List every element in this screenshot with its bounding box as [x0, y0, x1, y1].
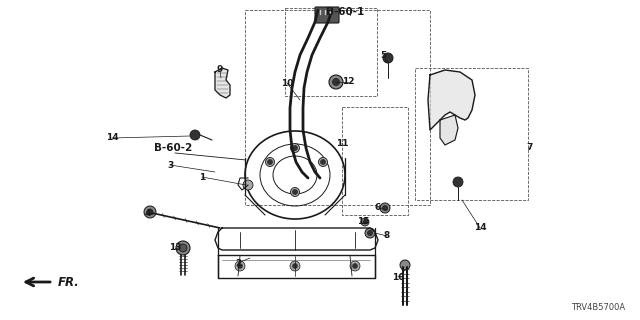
Bar	[415, 68, 528, 200]
Circle shape	[367, 230, 372, 236]
Circle shape	[380, 203, 390, 213]
Text: B-60-2: B-60-2	[154, 143, 192, 153]
Text: TRV4B5700A: TRV4B5700A	[571, 303, 625, 312]
Circle shape	[319, 157, 328, 166]
Polygon shape	[215, 68, 230, 98]
Polygon shape	[428, 70, 475, 130]
Circle shape	[176, 241, 190, 255]
Circle shape	[290, 261, 300, 271]
Circle shape	[350, 261, 360, 271]
Circle shape	[144, 206, 156, 218]
Text: 6: 6	[375, 204, 381, 212]
Text: 12: 12	[342, 77, 355, 86]
Circle shape	[147, 209, 153, 215]
Circle shape	[292, 146, 298, 150]
Text: 11: 11	[336, 139, 348, 148]
Bar	[285, 8, 377, 96]
Circle shape	[353, 263, 358, 268]
Bar	[342, 107, 408, 215]
Text: 13: 13	[169, 244, 181, 252]
Text: B-60-1: B-60-1	[326, 7, 364, 17]
Circle shape	[383, 205, 387, 211]
Circle shape	[292, 263, 298, 268]
Text: 16: 16	[392, 273, 404, 282]
Circle shape	[268, 159, 273, 164]
Text: 14: 14	[106, 133, 118, 142]
Circle shape	[383, 53, 393, 63]
Circle shape	[363, 220, 367, 224]
Text: 8: 8	[384, 231, 390, 241]
Text: 5: 5	[380, 51, 386, 60]
Circle shape	[292, 189, 298, 195]
Text: FR.: FR.	[58, 276, 80, 289]
Text: 10: 10	[281, 78, 293, 87]
Text: 2: 2	[235, 259, 241, 268]
Circle shape	[179, 244, 187, 252]
FancyBboxPatch shape	[315, 7, 339, 23]
Text: 9: 9	[217, 66, 223, 75]
Text: 1: 1	[199, 172, 205, 181]
Text: 14: 14	[474, 223, 486, 233]
Circle shape	[329, 75, 343, 89]
Circle shape	[321, 159, 326, 164]
Circle shape	[291, 188, 300, 196]
Circle shape	[400, 260, 410, 270]
Circle shape	[333, 78, 339, 85]
Circle shape	[237, 263, 243, 268]
Text: 3: 3	[167, 161, 173, 170]
Bar	[245, 10, 430, 205]
Circle shape	[365, 228, 375, 238]
Circle shape	[235, 261, 245, 271]
Circle shape	[190, 130, 200, 140]
Text: 15: 15	[356, 218, 369, 227]
Text: 7: 7	[527, 143, 533, 153]
Circle shape	[453, 177, 463, 187]
Circle shape	[266, 157, 275, 166]
Circle shape	[361, 218, 369, 226]
Circle shape	[291, 143, 300, 153]
Text: 4: 4	[145, 209, 151, 218]
Polygon shape	[440, 115, 458, 145]
Circle shape	[243, 180, 253, 190]
